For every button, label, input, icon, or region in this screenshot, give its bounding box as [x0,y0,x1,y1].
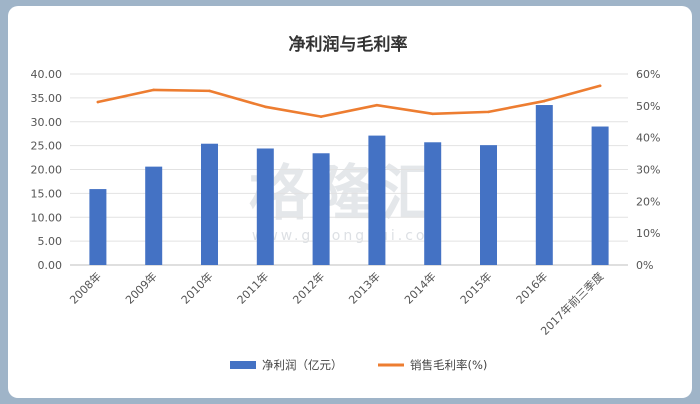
right-y-axis: 0% 10% 20% 30% 40% 50% 60% [636,68,660,272]
y-left-tick-label: 20.00 [31,164,63,177]
left-y-axis: 0.00 5.00 10.00 15.00 20.00 25.00 30.00 35.00 40… [31,68,63,272]
x-tick-label: 2009年 [122,269,159,306]
x-tick-label: 2016年 [513,269,550,306]
bar [424,142,442,265]
y-right-tick-label: 20% [636,195,660,208]
bar [256,148,274,265]
watermark-url: www.gelonghui.com [252,228,444,244]
y-left-tick-label: 30.00 [31,116,63,129]
line-series [96,84,602,118]
line-point [431,112,435,116]
bar-series [89,105,609,266]
x-tick-label: 2014年 [401,269,438,306]
line-point [319,115,323,118]
line-point [375,103,379,107]
line-point [152,88,155,92]
bar [535,105,553,265]
y-right-tick-label: 40% [636,132,660,145]
y-right-tick-label: 60% [636,68,660,81]
bar [201,143,218,265]
x-tick-label: 2013年 [346,269,383,306]
y-left-tick-label: 40.00 [31,68,63,81]
x-tick-label: 2008年 [67,269,104,306]
line-point [487,110,490,114]
bar [312,153,330,265]
y-right-tick-label: 50% [636,100,660,113]
grid-lines [70,73,628,266]
line-point [96,100,100,104]
bar [89,189,107,265]
bar [368,135,386,265]
y-left-tick-label: 10.00 [31,211,63,224]
legend-swatch-bar [230,361,256,369]
y-right-tick-label: 30% [636,164,660,177]
bar [480,145,497,265]
y-left-tick-label: 15.00 [31,187,63,200]
y-left-tick-label: 25.00 [31,140,63,153]
legend-label-bar: 净利润（亿元） [262,358,343,372]
line-path [96,84,602,118]
y-right-tick-label: 0% [636,259,653,272]
x-tick-label: 2010年 [178,269,215,306]
x-axis: 2008年 2009年 2010年 2011年 2012年 2013年 2014年 2015年… [67,269,607,338]
line-point [543,99,546,103]
legend: 净利润（亿元） 销售毛利率(%) [230,358,487,372]
x-tick-label: 2011年 [234,269,271,306]
x-tick-label: 2012年 [290,269,327,306]
x-tick-label: 2015年 [457,269,494,306]
chart-title: 净利润与毛利率 [289,34,408,55]
line-point [598,84,602,88]
y-right-tick-label: 10% [636,227,660,240]
bar [145,166,163,265]
y-left-tick-label: 0.00 [38,259,63,272]
y-left-tick-label: 35.00 [31,92,63,105]
chart-card [8,6,692,398]
y-left-tick-label: 5.00 [38,235,63,248]
bar [591,126,609,266]
line-point [264,105,267,109]
line-point [208,89,211,93]
legend-label-line: 销售毛利率(%) [410,358,487,372]
